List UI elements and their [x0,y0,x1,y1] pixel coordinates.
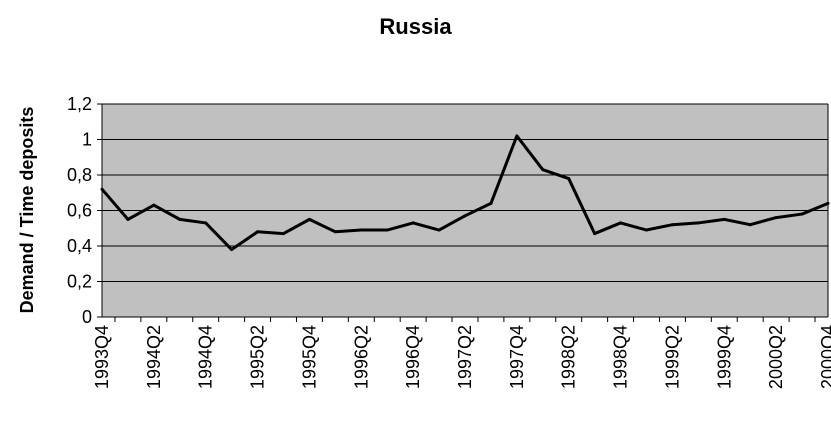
x-tick-label: 1999Q2 [662,325,682,389]
x-tick-label: 1997Q4 [507,325,527,389]
data-point [826,201,830,205]
x-tick-label: 1999Q4 [714,325,734,389]
x-tick-label: 1996Q2 [351,325,371,389]
data-point [437,228,441,232]
data-point [282,232,285,236]
data-point [541,168,545,172]
x-tick-label: 2000Q4 [818,325,831,389]
y-tick-label: 0,8 [67,165,92,185]
data-point [722,217,726,221]
data-point [748,223,752,227]
x-tick-label: 1997Q2 [455,325,475,389]
data-point [645,228,648,232]
y-axis-label: Demand / Time deposits [17,107,37,314]
y-tick-label: 0,2 [67,272,92,292]
data-point [385,228,389,232]
y-tick-label: 0 [82,307,92,327]
x-tick-label: 1994Q4 [196,325,216,389]
data-point [411,221,415,225]
data-point [489,201,493,205]
x-tick-label: 1994Q2 [144,325,164,389]
y-tick-labels: 0 0,2 0,4 0,6 0,8 1 1,2 [67,94,92,327]
y-tick-label: 0,4 [67,236,92,256]
data-point [800,212,804,216]
data-point [307,217,311,221]
x-tick-label: 1996Q4 [403,325,423,389]
data-point [333,230,337,234]
data-point [256,230,260,234]
data-point [774,216,778,220]
x-tick-labels: 1993Q4 1994Q2 1994Q4 1995Q2 1995Q4 1996Q2 1996… [92,325,831,389]
y-tick-label: 0,6 [67,201,92,221]
data-point [593,232,597,236]
series-group [100,134,830,252]
x-tick-label: 2000Q2 [766,325,786,389]
data-point [515,134,519,138]
x-tick-label: 1995Q2 [248,325,268,389]
data-point [178,217,182,221]
data-point [463,214,467,218]
gridlines [97,103,828,318]
data-point [567,177,571,181]
data-point [230,248,234,252]
axes [101,104,829,322]
chart-title: Russia [379,14,452,39]
x-tick-label: 1998Q4 [611,325,631,389]
data-point [696,221,700,225]
data-point [619,221,623,225]
y-tick-label: 1,2 [67,94,92,114]
data-point [126,217,130,221]
data-point [100,187,104,191]
y-tick-label: 1 [82,130,92,150]
x-tick-label: 1993Q4 [92,325,112,389]
x-tick-label: 1995Q4 [299,325,319,389]
data-point [204,221,208,225]
data-point [152,203,156,207]
data-point [670,223,674,227]
data-point [359,228,363,232]
x-tick-label: 1998Q2 [559,325,579,389]
